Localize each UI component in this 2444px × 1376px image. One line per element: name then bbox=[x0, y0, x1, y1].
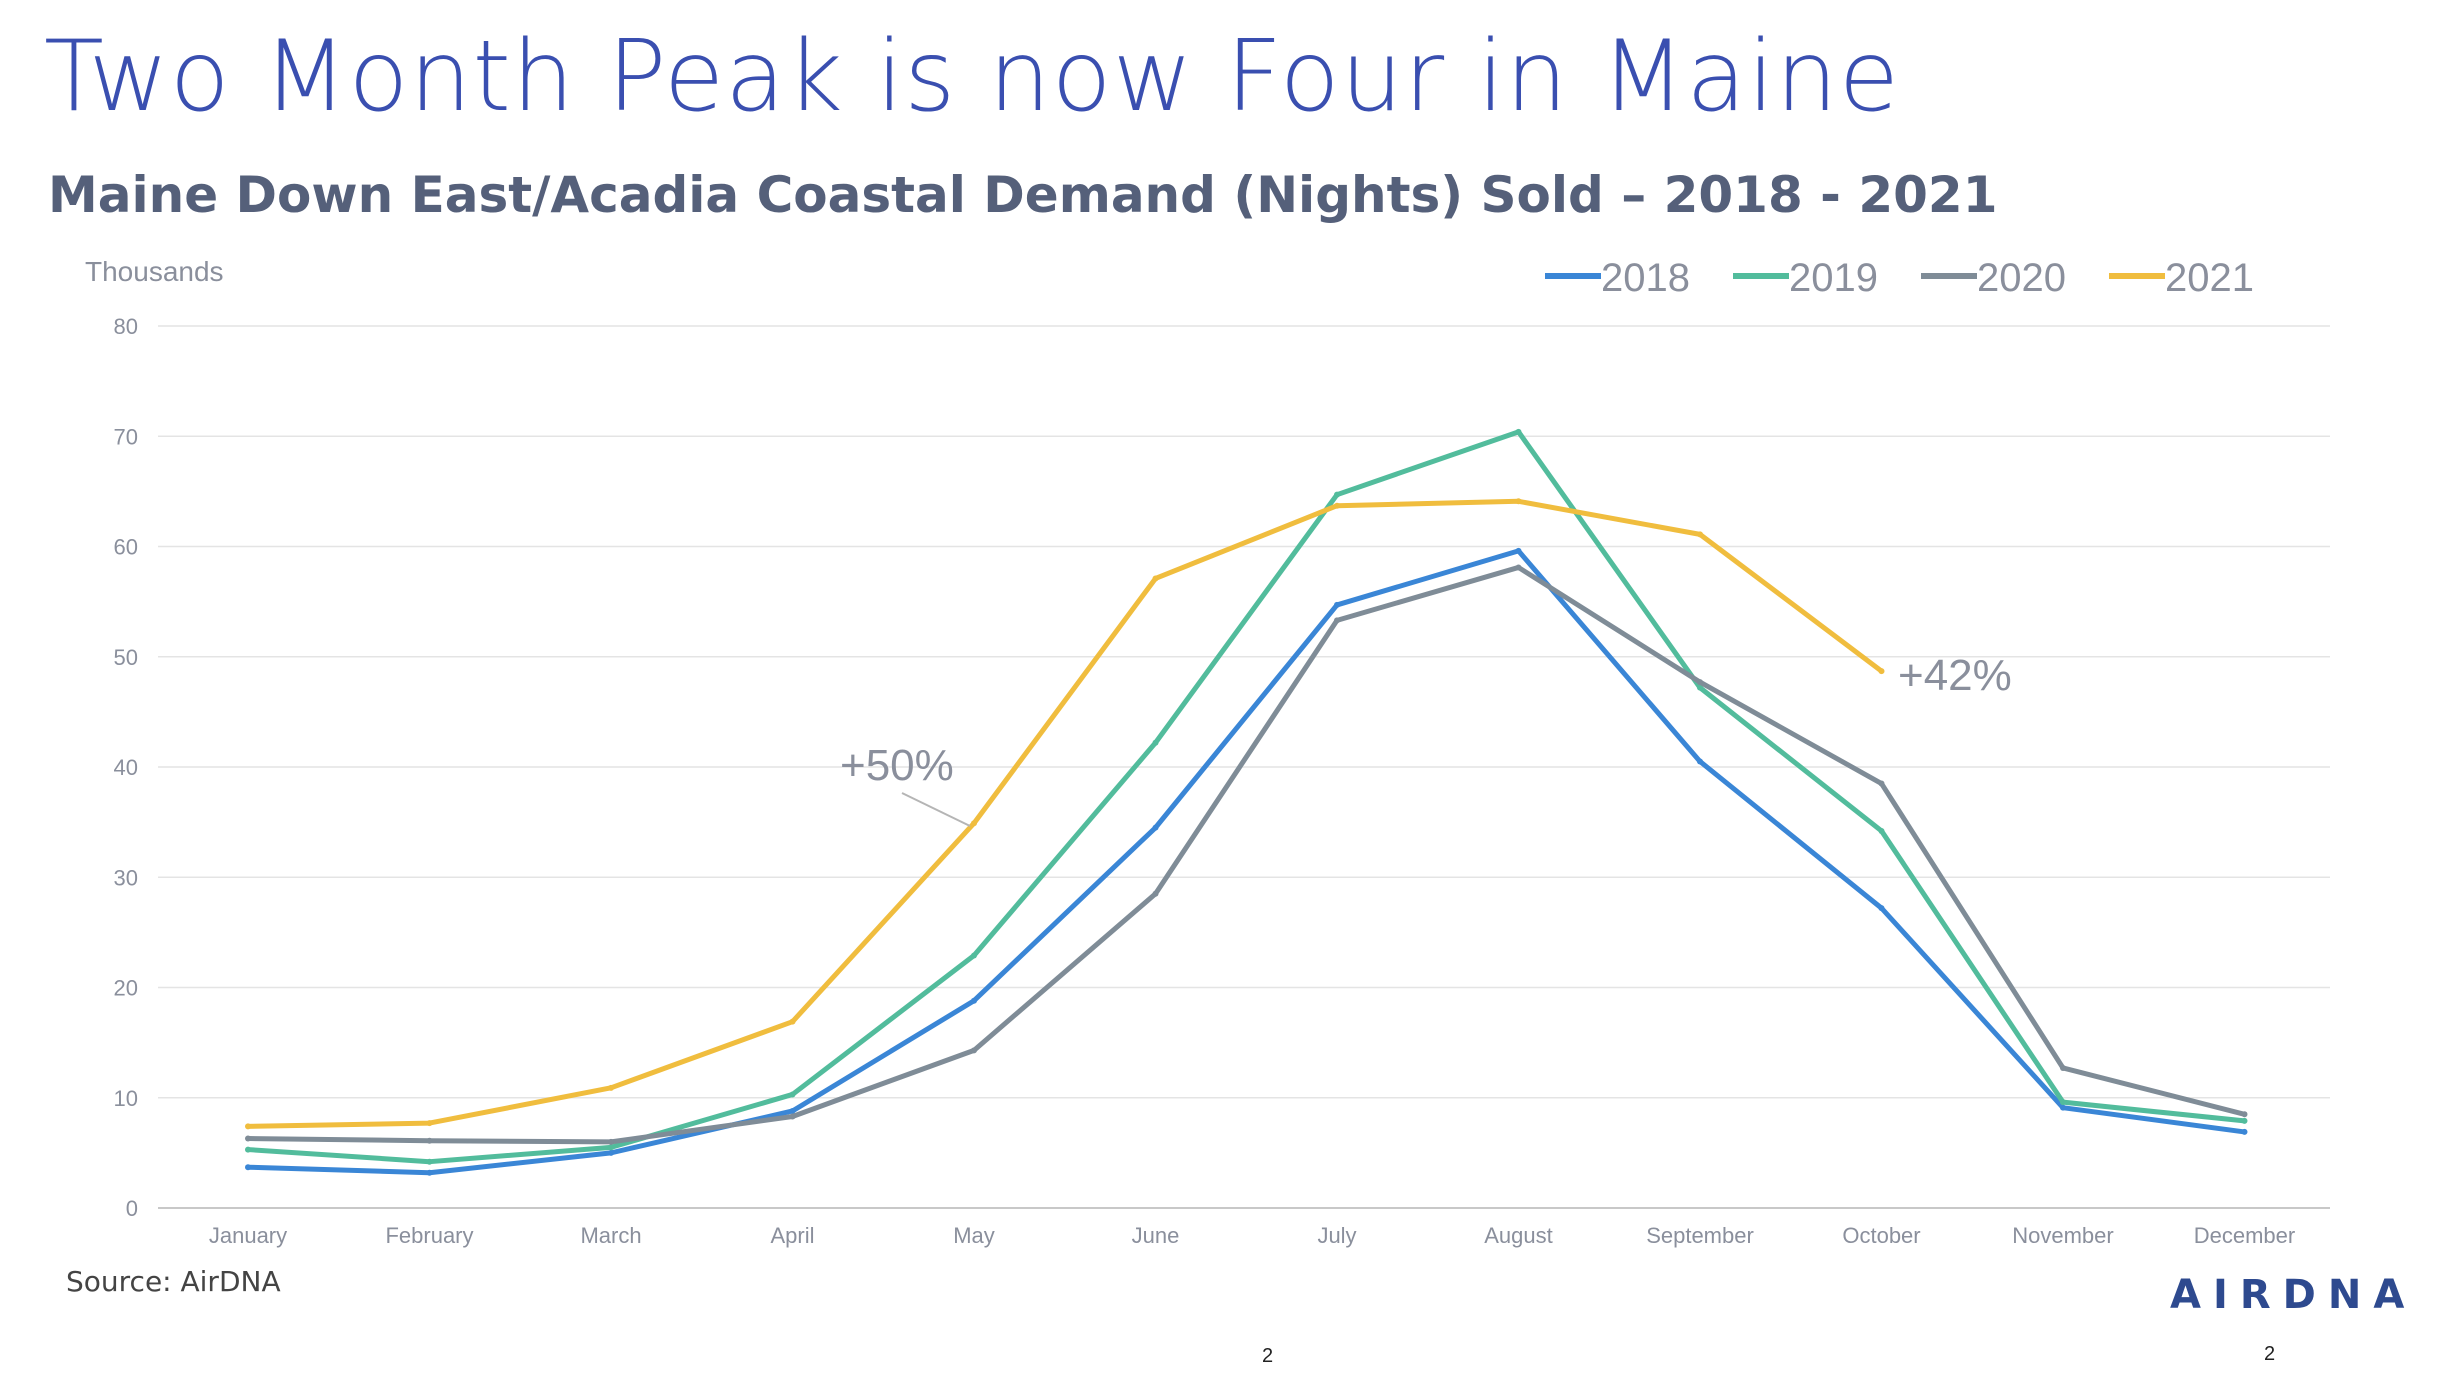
data-point-2020 bbox=[2060, 1064, 2066, 1071]
annotation-leader-line bbox=[901, 792, 971, 827]
grid-lines bbox=[158, 325, 2330, 1209]
series-line-2019 bbox=[245, 429, 2247, 1165]
series-lines bbox=[245, 428, 2248, 1176]
page-number-center: 2 bbox=[1262, 1345, 1274, 1367]
y-tick-label: 50 bbox=[114, 645, 138, 670]
data-point-2018 bbox=[1515, 547, 1522, 554]
x-tick-label: June bbox=[1132, 1223, 1180, 1248]
data-point-2021 bbox=[608, 1084, 614, 1091]
x-tick-label: February bbox=[385, 1223, 473, 1248]
data-point-2018 bbox=[1697, 758, 1703, 765]
data-point-2018 bbox=[789, 1107, 796, 1114]
data-point-2021 bbox=[1878, 668, 1885, 675]
airdna-logo: AIRDNA bbox=[2170, 1272, 2417, 1318]
data-point-2019 bbox=[2060, 1099, 2066, 1106]
data-point-2019 bbox=[789, 1091, 796, 1098]
page-title: Two Month Peak is now Four in Maine bbox=[44, 20, 1900, 134]
x-tick-label: November bbox=[2012, 1223, 2113, 1248]
data-point-2019 bbox=[426, 1158, 433, 1165]
data-point-2020 bbox=[789, 1113, 796, 1120]
annotations: +50% +42% bbox=[840, 651, 2012, 827]
data-point-2018 bbox=[1878, 905, 1885, 912]
y-tick-label: 40 bbox=[114, 755, 138, 780]
series-line-2021 bbox=[245, 498, 1884, 1129]
y-tick-label: 30 bbox=[114, 865, 138, 890]
chart-subtitle: Maine Down East/Acadia Coastal Demand (N… bbox=[48, 166, 1998, 224]
data-point-2019 bbox=[971, 952, 977, 959]
data-point-2019 bbox=[1152, 739, 1159, 746]
y-tick-label: 80 bbox=[114, 314, 138, 339]
y-tick-label: 0 bbox=[126, 1196, 138, 1221]
data-point-2019 bbox=[1515, 428, 1522, 435]
x-tick-label: July bbox=[1317, 1223, 1356, 1248]
x-tick-label: August bbox=[1484, 1223, 1553, 1248]
data-point-2018 bbox=[2060, 1104, 2066, 1111]
legend-label-2019: 2019 bbox=[1789, 256, 1878, 300]
y-tick-label: 60 bbox=[114, 535, 138, 560]
x-axis-ticks: January February March April May June July Augu… bbox=[209, 1223, 2295, 1248]
data-point-2020 bbox=[1515, 564, 1522, 571]
data-point-2021 bbox=[245, 1123, 251, 1130]
data-point-2020 bbox=[426, 1137, 433, 1144]
data-point-2018 bbox=[1152, 824, 1159, 831]
annotation-plus-50: +50% bbox=[840, 741, 954, 790]
page-number-right: 2 bbox=[2264, 1343, 2276, 1365]
x-tick-label: May bbox=[953, 1223, 995, 1248]
series-line-2020 bbox=[245, 564, 2247, 1145]
data-point-2020 bbox=[1697, 679, 1703, 686]
data-point-2021 bbox=[426, 1120, 433, 1127]
data-point-2018 bbox=[245, 1164, 251, 1171]
legend-label-2018: 2018 bbox=[1601, 256, 1690, 300]
legend: 2018 2019 2020 2021 bbox=[1545, 256, 2254, 300]
y-axis-ticks: 0 10 20 30 40 50 60 70 80 bbox=[114, 314, 138, 1221]
data-point-2020 bbox=[608, 1138, 614, 1145]
annotation-plus-42: +42% bbox=[1898, 651, 2012, 700]
y-tick-label: 10 bbox=[114, 1086, 138, 1111]
data-point-2020 bbox=[1878, 780, 1885, 787]
data-point-2018 bbox=[426, 1169, 433, 1176]
data-point-2020 bbox=[1152, 890, 1159, 897]
source-note: Source: AirDNA bbox=[66, 1265, 281, 1298]
data-point-2021 bbox=[1697, 531, 1703, 538]
x-tick-label: April bbox=[770, 1223, 814, 1248]
data-point-2020 bbox=[971, 1047, 977, 1054]
legend-label-2020: 2020 bbox=[1977, 256, 2066, 300]
data-point-2019 bbox=[608, 1144, 614, 1151]
series-line-2018 bbox=[245, 548, 2247, 1176]
data-point-2021 bbox=[1515, 498, 1522, 505]
x-tick-label: December bbox=[2194, 1223, 2295, 1248]
x-tick-label: March bbox=[580, 1223, 641, 1248]
data-point-2018 bbox=[2241, 1128, 2248, 1135]
data-point-2018 bbox=[608, 1149, 614, 1156]
y-tick-label: 20 bbox=[114, 976, 138, 1001]
data-point-2019 bbox=[1878, 827, 1885, 834]
y-tick-label: 70 bbox=[114, 424, 138, 449]
data-point-2018 bbox=[1334, 601, 1340, 608]
x-tick-label: September bbox=[1646, 1223, 1754, 1248]
data-point-2018 bbox=[971, 997, 977, 1004]
legend-label-2021: 2021 bbox=[2165, 256, 2254, 300]
x-tick-label: January bbox=[209, 1223, 287, 1248]
data-point-2019 bbox=[2241, 1117, 2248, 1124]
data-point-2020 bbox=[1334, 617, 1340, 624]
y-axis-label: Thousands bbox=[85, 256, 224, 287]
data-point-2021 bbox=[1334, 502, 1340, 509]
data-point-2021 bbox=[789, 1018, 796, 1025]
data-point-2021 bbox=[1152, 575, 1159, 582]
data-point-2019 bbox=[1334, 491, 1340, 498]
data-point-2020 bbox=[245, 1135, 251, 1142]
x-tick-label: October bbox=[1842, 1223, 1920, 1248]
data-point-2019 bbox=[1697, 684, 1703, 691]
data-point-2021 bbox=[971, 820, 977, 827]
data-point-2020 bbox=[2241, 1111, 2248, 1118]
data-point-2019 bbox=[245, 1146, 251, 1153]
